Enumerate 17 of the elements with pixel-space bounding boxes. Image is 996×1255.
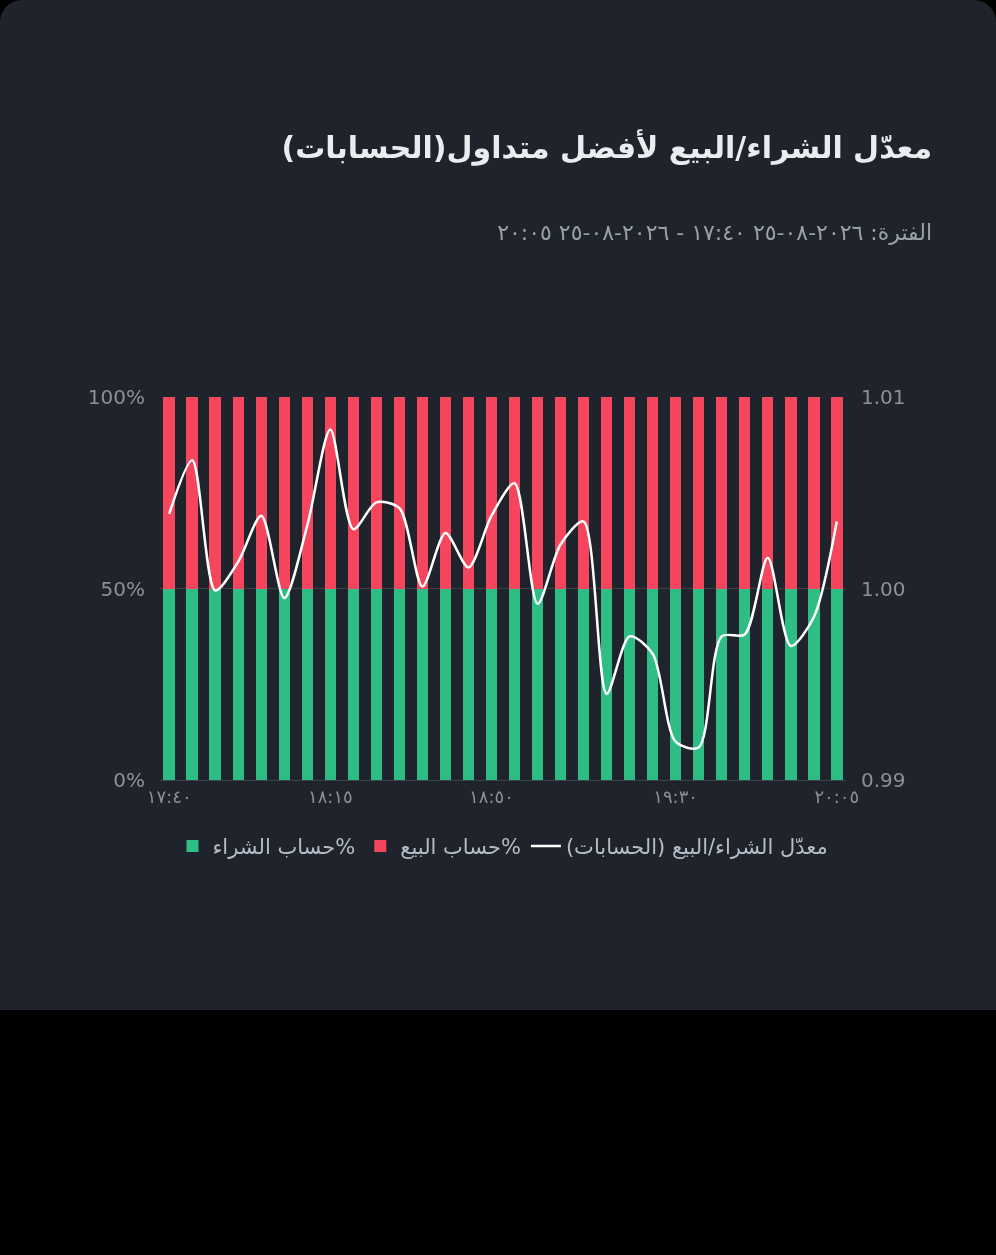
x-tick-label: ٢٠:٠٥ [814, 785, 860, 807]
y2-tick-label: 0.99 [861, 768, 906, 792]
y-tick-label: 50% [100, 576, 145, 601]
y-tick-label: 0% [113, 768, 145, 792]
legend-label: حساب الشراء% [212, 835, 356, 860]
line-series [167, 428, 839, 750]
x-tick-label: ١٨:٥٠ [469, 785, 514, 807]
legend-label: حساب البيع% [400, 835, 521, 860]
x-tick-label: ١٧:٤٠ [146, 785, 192, 807]
y2-tick-label: 1.01 [861, 385, 906, 409]
y-tick-label: 100% [87, 385, 145, 409]
legend-label: معدّل الشراء/البيع (الحسابات) [565, 835, 828, 860]
x-tick-label: ١٩:٣٠ [653, 785, 699, 807]
chart-title: معدّل الشراء/البيع لأفضل متداول(الحسابات) [281, 130, 932, 165]
chart-subtitle: الفترة: ٢٠٢٦-٠٨-٢٥ ١٧:٤٠ - ٢٠٢٦-٠٨-٢٥ ٢٠:٠٥ [497, 220, 932, 245]
y2-tick-label: 1.00 [861, 576, 906, 601]
x-tick-label: ١٨:١٥ [307, 785, 353, 807]
